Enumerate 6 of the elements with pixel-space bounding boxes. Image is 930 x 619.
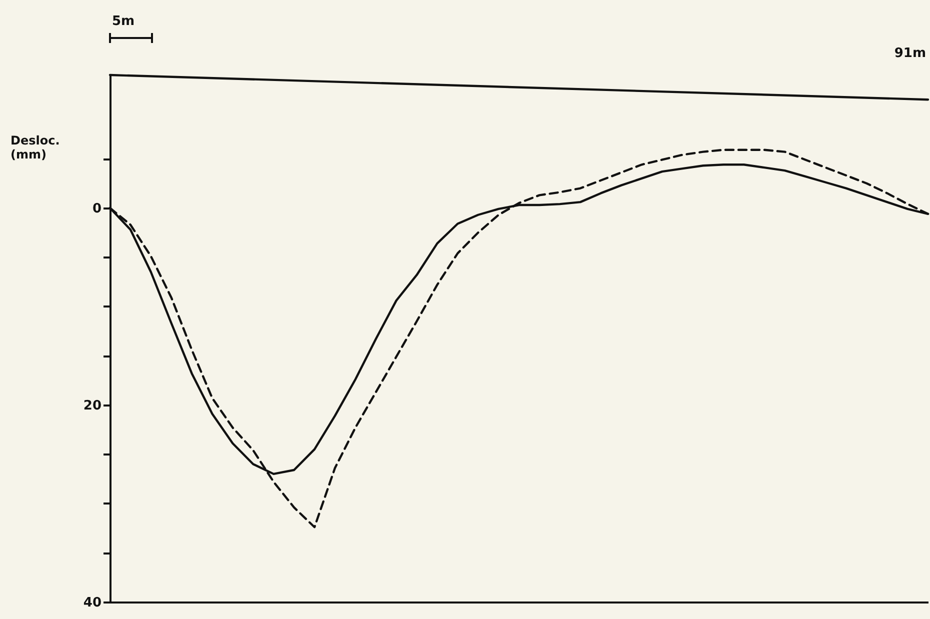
text: 5m — [112, 14, 136, 29]
y-tick-label: 40 — [83, 596, 102, 610]
text: 91m — [894, 46, 926, 61]
y-axis-title: Desloc. (mm) — [10, 134, 60, 162]
y-tick-label: 20 — [83, 398, 102, 414]
y-tick-label: 0 — [92, 201, 102, 216]
